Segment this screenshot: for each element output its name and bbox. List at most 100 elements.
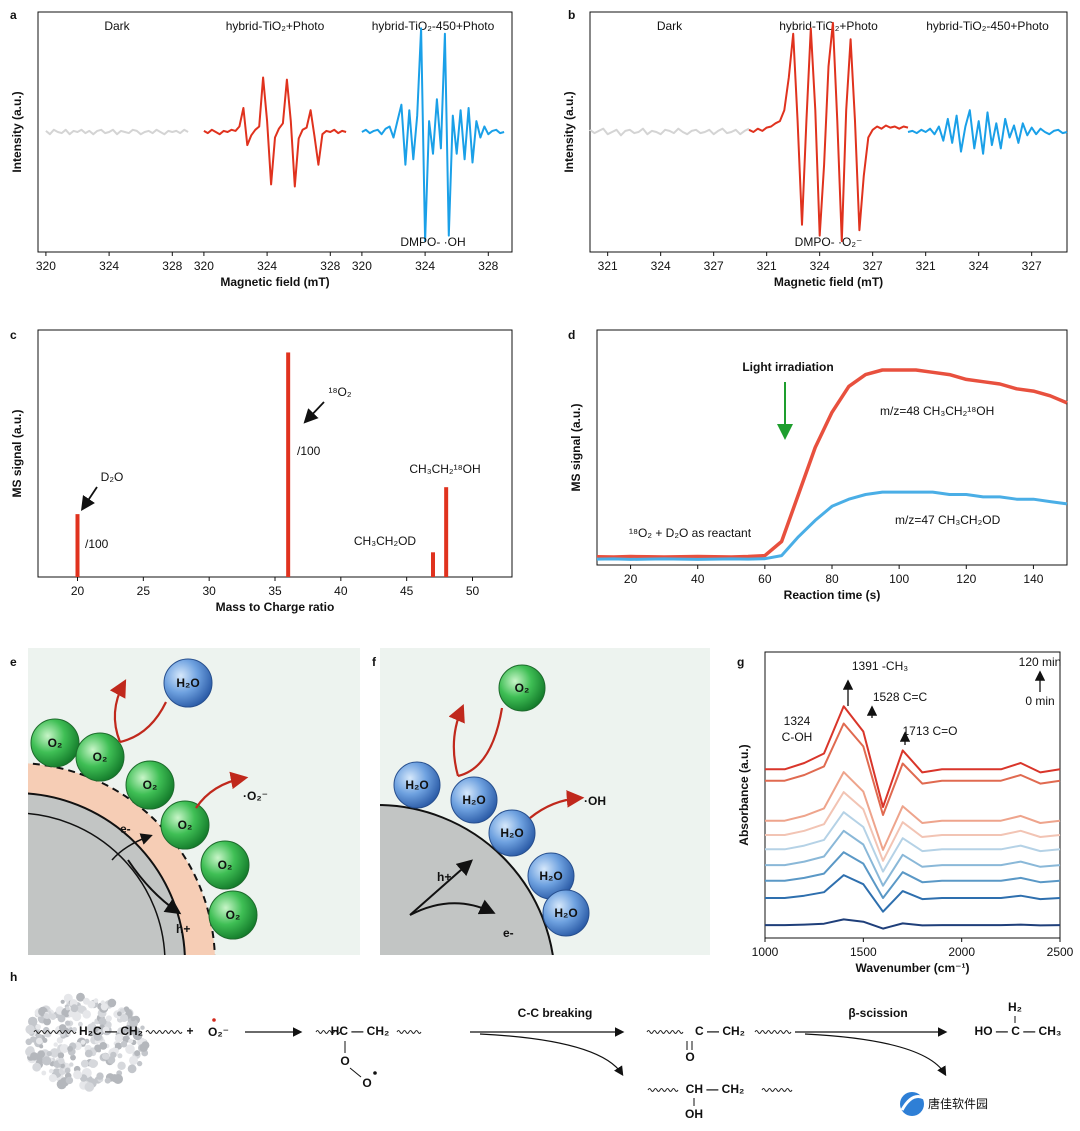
pellet-grain <box>93 1026 99 1032</box>
pellet-grain <box>140 1025 145 1030</box>
pellet-grain <box>57 1014 66 1023</box>
x-tick-label: 25 <box>137 584 151 598</box>
pellet-grain <box>130 1016 136 1022</box>
data-line <box>596 490 1068 561</box>
panel-label: c <box>10 328 17 342</box>
molecule <box>160 800 210 850</box>
molecule-label: H₂O <box>405 778 428 792</box>
pellet-grain <box>42 1056 52 1066</box>
pellet-grain <box>114 1047 119 1053</box>
x-tick-label: 20 <box>71 584 85 598</box>
pellet-grain <box>127 1064 137 1074</box>
x-tick-label: 328 <box>478 259 498 273</box>
chain <box>754 1030 792 1034</box>
chain <box>646 1030 684 1034</box>
radical: O₂⁻ <box>208 1025 229 1039</box>
x-tick-label: 321 <box>916 259 936 273</box>
x-tick-label: 324 <box>651 259 671 273</box>
pellet-grain <box>67 1045 73 1052</box>
x-tick-label: 320 <box>194 259 214 273</box>
data-line <box>589 127 750 137</box>
pellet-grain <box>43 1013 49 1018</box>
annotation: Light irradiation <box>742 360 833 374</box>
molecule <box>542 889 590 937</box>
plot-frame <box>764 651 1061 939</box>
x-tick-label: 320 <box>352 259 372 273</box>
x-tick-label: 324 <box>810 259 830 273</box>
pellet-grain <box>129 1055 138 1065</box>
plot-frame <box>37 11 513 253</box>
pellet-grain <box>99 1042 108 1050</box>
pellet-grain <box>120 1014 129 1022</box>
molecule <box>30 718 80 768</box>
arrow <box>479 1033 624 1077</box>
molecule: CH — CH₂ <box>686 1082 745 1096</box>
molecule-label: O₂ <box>48 736 63 750</box>
x-tick-label: 1000 <box>752 945 779 959</box>
pellet-grain <box>69 1062 74 1067</box>
arrow <box>409 899 496 916</box>
x-tick-label: 321 <box>598 259 618 273</box>
pellet-grain <box>117 1061 126 1071</box>
molecule: C — CH₂ <box>695 1024 745 1038</box>
pellet-grain <box>60 999 65 1004</box>
panel-label: a <box>10 8 17 22</box>
pellet-grain <box>117 1011 122 1017</box>
pellet-grain <box>100 1003 109 1011</box>
pellet-grain <box>91 1021 96 1027</box>
bar <box>431 552 435 577</box>
x-tick-label: 40 <box>334 584 348 598</box>
molecule: H₂C — CH₂ <box>79 1024 143 1038</box>
molecule <box>75 732 125 782</box>
arrow <box>448 703 465 777</box>
x-tick-label: 2500 <box>1047 945 1074 959</box>
x-tick-label: 45 <box>400 584 414 598</box>
x-tick-label: 327 <box>1022 259 1042 273</box>
pellet-grain <box>72 1027 77 1032</box>
x-tick-label: 320 <box>36 259 56 273</box>
subplot-title: Dark <box>104 19 130 33</box>
pellet-grain <box>113 1074 123 1084</box>
arrow <box>127 859 182 915</box>
subplot-title: hybrid-TiO₂-450+Photo <box>926 19 1049 33</box>
pellet-grain <box>41 1070 47 1076</box>
x-tick-label: 327 <box>704 259 724 273</box>
molecule <box>125 760 175 810</box>
pellet-grain <box>124 1025 133 1033</box>
pellet-grain <box>65 1076 74 1085</box>
atom: OH <box>685 1107 703 1121</box>
pellet-grain <box>105 1015 112 1022</box>
data-line <box>765 791 1061 862</box>
x-tick-label: 324 <box>257 259 277 273</box>
carrier: e- <box>120 822 131 836</box>
annotation: D₂O <box>101 470 124 484</box>
molecule <box>200 840 250 890</box>
x-axis-label: Mass to Charge ratio <box>216 600 335 614</box>
pellet-grain <box>114 1042 122 1050</box>
molecule-label: H₂O <box>462 793 485 807</box>
subplot-title: hybrid-TiO₂+Photo <box>226 19 325 33</box>
pellet-grain <box>129 1019 138 1028</box>
x-tick-label: 321 <box>757 259 777 273</box>
molecule-label: H₂O <box>554 906 577 920</box>
core <box>380 804 554 955</box>
product: ·O₂⁻ <box>243 789 268 803</box>
annotation: 1528 C=C <box>873 690 928 704</box>
pellet-grain <box>103 1053 110 1060</box>
series-label: m/z=48 CH₃CH₂¹⁸OH <box>880 404 994 418</box>
annotation: 1391 -CH₃ <box>852 659 908 673</box>
x-tick-label: 327 <box>863 259 883 273</box>
data-line <box>765 874 1061 913</box>
pellet-grain <box>68 1010 76 1018</box>
y-axis-label: Intensity (a.u.) <box>562 91 576 172</box>
x-tick-label: 324 <box>415 259 435 273</box>
x-tick-label: 20 <box>624 572 638 586</box>
arrow <box>303 401 325 424</box>
pellet-grain <box>65 1020 71 1026</box>
data-line <box>748 21 909 243</box>
product: ·OH <box>584 794 606 808</box>
pellet-grain <box>70 1054 76 1061</box>
annotation: /100 <box>85 537 109 551</box>
pellet-grain <box>30 1036 37 1043</box>
pellet-grain <box>56 1037 64 1044</box>
